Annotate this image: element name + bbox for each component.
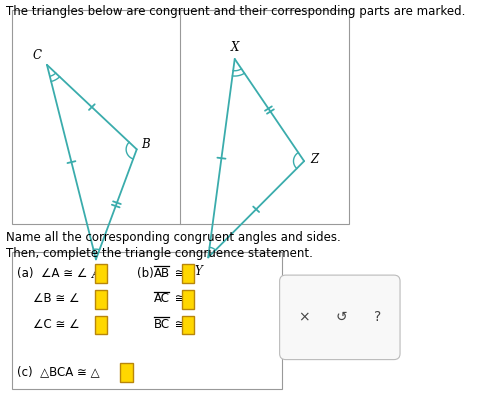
Text: C: C [32, 48, 41, 62]
Text: ∠C ≅ ∠: ∠C ≅ ∠ [32, 318, 79, 331]
Bar [182, 264, 194, 283]
Text: (b): (b) [137, 266, 154, 280]
Text: Y: Y [194, 264, 202, 278]
Text: ≅: ≅ [171, 318, 184, 331]
Bar [94, 264, 107, 283]
Text: X: X [231, 40, 239, 54]
Bar [94, 316, 107, 334]
Text: BC: BC [154, 318, 170, 331]
Text: Z: Z [310, 152, 318, 166]
Text: (c)  △BCA ≅ △: (c) △BCA ≅ △ [17, 365, 100, 378]
Text: ?: ? [374, 310, 381, 324]
Bar [94, 290, 107, 309]
Bar [182, 290, 194, 309]
Text: ↺: ↺ [335, 310, 347, 324]
Text: The triangles below are congruent and their corresponding parts are marked.: The triangles below are congruent and th… [6, 5, 465, 18]
Text: Name all the corresponding congruent angles and sides.: Name all the corresponding congruent ang… [6, 231, 341, 244]
Text: AC: AC [154, 292, 170, 305]
Text: (a)  ∠A ≅ ∠: (a) ∠A ≅ ∠ [17, 266, 88, 280]
Text: AB: AB [154, 266, 170, 280]
Text: Then, complete the triangle congruence statement.: Then, complete the triangle congruence s… [6, 247, 313, 260]
Bar [12, 252, 281, 389]
Text: A: A [92, 268, 100, 281]
Text: ×: × [298, 310, 310, 324]
FancyBboxPatch shape [279, 275, 400, 360]
Text: B: B [141, 138, 150, 151]
Text: ≅: ≅ [171, 266, 184, 280]
Text: ∠B ≅ ∠: ∠B ≅ ∠ [32, 292, 79, 305]
Text: ≅: ≅ [171, 292, 184, 305]
Bar [12, 10, 349, 224]
Bar [121, 363, 133, 382]
Bar [182, 316, 194, 334]
